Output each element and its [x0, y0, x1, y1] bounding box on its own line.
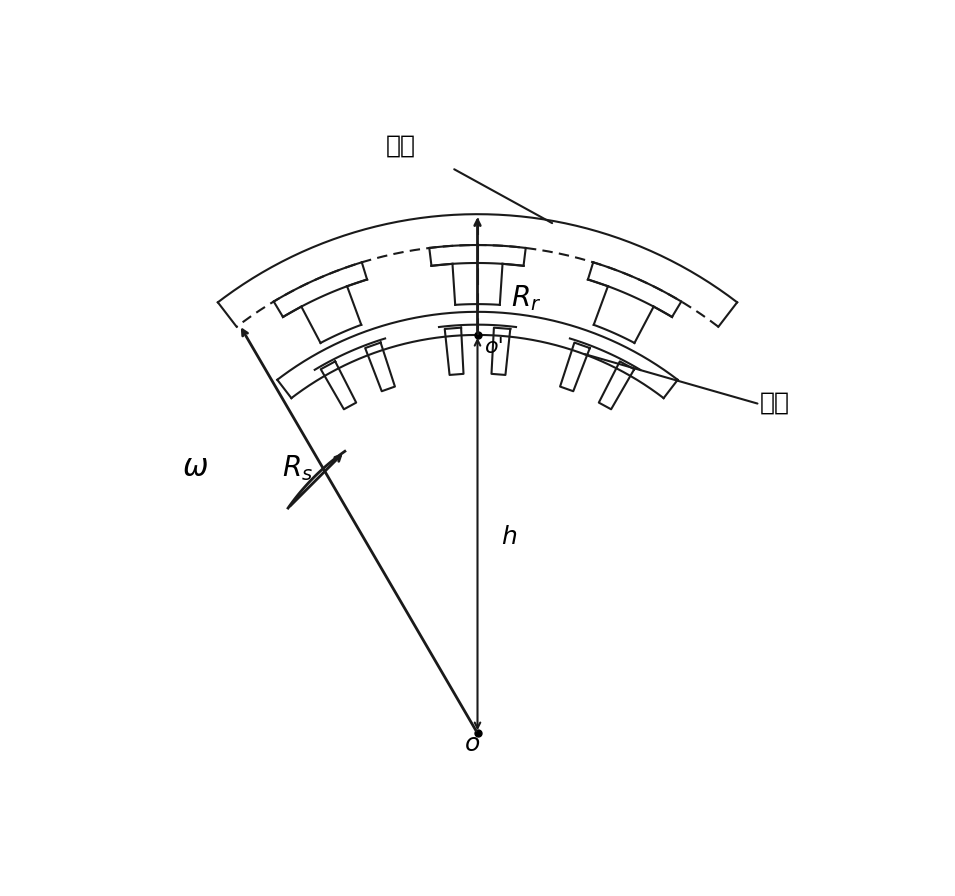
- Text: h: h: [500, 525, 517, 549]
- Text: $R_s$: $R_s$: [282, 453, 313, 483]
- Text: o': o': [485, 337, 505, 357]
- Text: 气隙: 气隙: [386, 134, 415, 158]
- Text: 转子: 转子: [760, 391, 790, 415]
- Text: $\omega$: $\omega$: [181, 453, 208, 482]
- Text: $R_r$: $R_r$: [511, 284, 541, 314]
- Text: o: o: [465, 732, 480, 756]
